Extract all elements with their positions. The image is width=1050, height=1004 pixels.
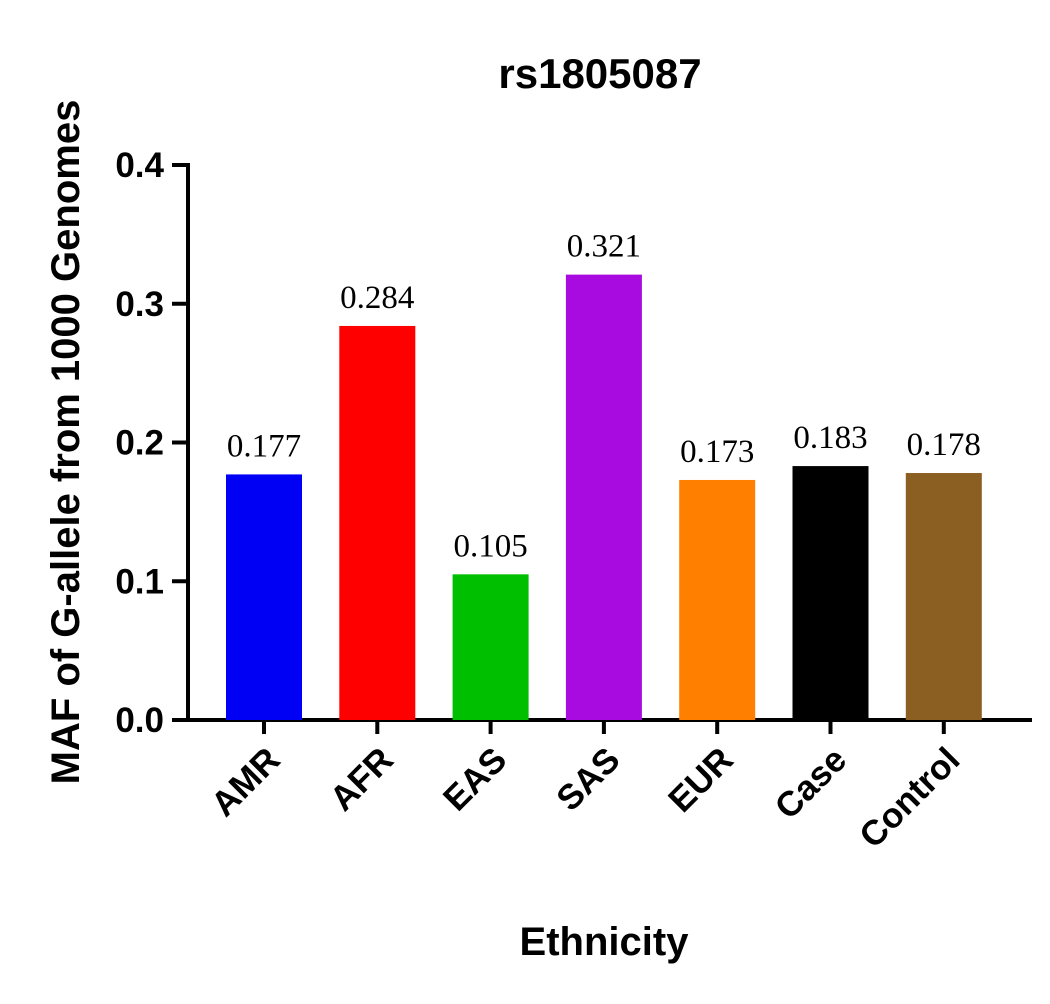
plot-area: 0.0 0.1 0.2 0.3 0.4 0.177 AMR 0.284 AFR 0.105 EAS 0… bbox=[115, 146, 1032, 856]
y-axis-title: MAF of G-allele from 1000 Genomes bbox=[44, 100, 88, 785]
x-tick-label-eur: EUR bbox=[661, 740, 741, 820]
data-label-case: 0.183 bbox=[793, 420, 867, 456]
bar-control bbox=[905, 473, 982, 720]
data-label-eas: 0.105 bbox=[453, 528, 527, 564]
bar-afr bbox=[339, 325, 416, 720]
chart-title: rs1805087 bbox=[498, 50, 701, 97]
x-tick-label-sas: SAS bbox=[549, 740, 627, 818]
bar-amr bbox=[226, 474, 302, 720]
bar-case bbox=[792, 466, 869, 720]
data-label-eur: 0.173 bbox=[680, 434, 754, 470]
x-axis-title: Ethnicity bbox=[520, 920, 690, 964]
data-label-afr: 0.284 bbox=[340, 280, 414, 316]
data-label-amr: 0.177 bbox=[227, 428, 301, 464]
data-label-control: 0.178 bbox=[907, 427, 981, 463]
y-tick-label: 0.4 bbox=[115, 146, 164, 185]
bar-eur bbox=[679, 479, 756, 720]
y-tick-label: 0.1 bbox=[115, 562, 164, 601]
x-tick-label-amr: AMR bbox=[204, 740, 288, 824]
bar-eas bbox=[452, 574, 529, 720]
x-tick-label-case: Case bbox=[767, 740, 854, 827]
data-label-sas: 0.321 bbox=[567, 229, 641, 265]
x-tick-label-afr: AFR bbox=[323, 740, 401, 818]
bar-sas bbox=[565, 274, 642, 720]
y-tick-label: 0.2 bbox=[115, 424, 164, 463]
x-tick-label-control: Control bbox=[852, 740, 968, 856]
y-tick-label: 0.3 bbox=[115, 285, 164, 324]
x-tick-label-eas: EAS bbox=[436, 740, 514, 818]
y-tick-label: 0.0 bbox=[115, 701, 164, 740]
